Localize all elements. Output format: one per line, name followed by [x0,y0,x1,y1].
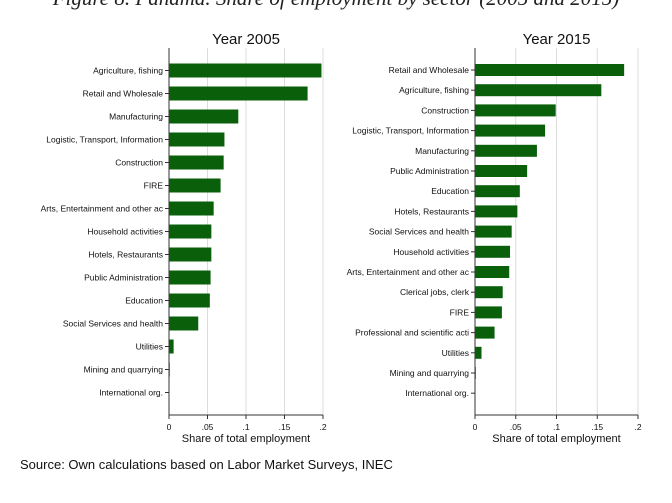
category-label: Logistic, Transport, Information [352,126,469,136]
category-label: International org. [405,388,469,398]
bar [169,155,224,170]
category-label: Education [125,296,163,306]
x-tick-label: 0 [473,422,478,432]
category-label: Retail and Wholesale [83,89,164,99]
bar [475,144,537,157]
figure-title: Figure 8. Panama. Share of employment by… [0,0,672,11]
bar [169,362,170,377]
bar [169,270,211,285]
bar [169,86,308,101]
bar [475,104,556,117]
source-note: Source: Own calculations based on Labor … [20,457,393,472]
x-tick-label: .1 [242,422,249,432]
bar [169,293,210,308]
category-label: Agriculture, fishing [399,85,469,95]
bar [475,225,512,238]
category-label: Arts, Entertainment and other ac [347,267,470,277]
bar [475,124,546,137]
bar [475,326,495,339]
category-label: Retail and Wholesale [389,65,470,75]
bar [169,178,221,193]
category-label: Household activities [87,227,163,237]
x-tick-label: .05 [202,422,214,432]
bar [475,64,625,76]
bar [169,63,322,78]
category-label: Household activities [393,247,469,257]
category-label: Public Administration [390,166,469,176]
category-label: Agriculture, fishing [93,66,163,76]
bar [475,266,510,278]
category-label: Hotels, Restaurants [394,206,469,216]
category-label: Clerical jobs, clerk [400,287,470,297]
bar [169,224,212,239]
bar [169,201,214,216]
x-axis-label: Share of total employment [492,433,620,445]
category-label: Mining and quarrying [84,365,164,375]
category-label: Hotels, Restaurants [88,250,163,260]
bar [475,286,503,299]
bar [475,84,602,97]
bar [169,132,225,147]
x-axis-label: Share of total employment [182,433,310,445]
category-label: Utilities [136,342,163,352]
category-label: FIRE [144,181,164,191]
x-tick-label: 0 [167,422,172,432]
x-tick-label: .05 [510,422,522,432]
category-label: Construction [421,105,469,115]
chart-title: Year 2015 [523,31,591,48]
category-label: Arts, Entertainment and other ac [41,204,164,214]
bar [169,247,212,262]
x-tick-label: .2 [319,422,326,432]
bar [169,339,174,354]
category-label: Logistic, Transport, Information [46,135,163,145]
category-label: Mining and quarrying [390,368,470,378]
category-label: Manufacturing [109,112,163,122]
category-label: Social Services and health [63,319,163,329]
bar [475,367,476,379]
bar [475,245,511,258]
bar [475,185,520,198]
bar [475,205,518,218]
category-label: Professional and scientific acti [355,328,469,338]
category-label: Manufacturing [415,146,469,156]
category-label: Utilities [442,348,469,358]
bar [475,346,482,359]
category-label: Social Services and health [369,227,469,237]
category-label: Construction [115,158,163,168]
x-tick-label: .1 [553,422,560,432]
category-label: FIRE [450,307,470,317]
category-label: Education [431,186,469,196]
x-tick-label: .15 [279,422,291,432]
bar [169,109,239,124]
category-label: International org. [99,388,163,398]
category-label: Public Administration [84,273,163,283]
bar [169,316,199,331]
chart-title: Year 2005 [212,31,280,48]
bar [475,165,528,177]
bar [475,306,502,319]
x-tick-label: .2 [634,422,641,432]
x-tick-label: .15 [591,422,603,432]
